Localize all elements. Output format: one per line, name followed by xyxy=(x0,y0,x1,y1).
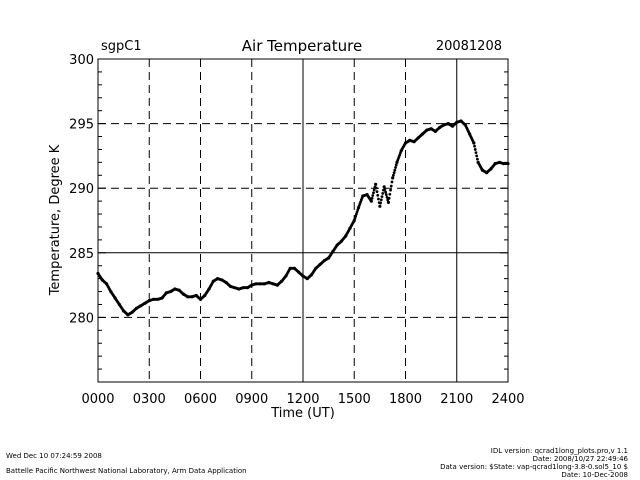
chart-date: 20081208 xyxy=(436,39,502,54)
data-point-interp xyxy=(354,212,358,216)
data-point-interp xyxy=(391,173,395,177)
y-tick-label: 295 xyxy=(69,118,94,133)
data-point-interp xyxy=(392,171,396,175)
footer-timestamp: Wed Dec 10 07:24:59 2008 xyxy=(6,452,102,460)
chart-title: Air Temperature xyxy=(242,37,362,55)
data-point-interp xyxy=(389,184,393,188)
data-point-interp xyxy=(374,186,378,190)
data-point-interp xyxy=(372,191,375,195)
footer-organization: Battelle Pacific Northwest National Labo… xyxy=(6,467,247,475)
data-point-interp xyxy=(474,151,478,155)
data-point-interp xyxy=(385,195,389,199)
data-point-interp xyxy=(384,193,388,197)
x-tick-label: 2100 xyxy=(440,392,473,407)
axis-ticks xyxy=(98,71,508,370)
x-axis-label: Time (UT) xyxy=(270,406,335,421)
x-tick-label: 0000 xyxy=(81,392,114,407)
plot-frame xyxy=(97,58,509,383)
data-point xyxy=(472,141,476,145)
data-point-interp xyxy=(355,210,359,214)
x-tick-label: 0900 xyxy=(235,392,268,407)
data-point xyxy=(382,185,386,189)
data-point-interp xyxy=(475,157,479,161)
grid-lines xyxy=(98,59,508,382)
data-point-interp xyxy=(394,163,398,167)
data-point-interp xyxy=(393,168,397,172)
footer-idl-date: Date: 2008/10/27 22:49:46 xyxy=(532,455,628,463)
x-tick-label: 1500 xyxy=(338,392,371,407)
data-point-interp xyxy=(394,166,397,169)
data-point-interp xyxy=(473,144,476,148)
data-point-interp xyxy=(354,214,358,218)
data-point-interp xyxy=(381,191,385,195)
data-point-interp xyxy=(379,198,383,202)
tick-labels: 0000 0300 0600 0900 1200 1500 1800 2100 2400 280 2… xyxy=(69,53,524,407)
data-point-interp xyxy=(387,196,391,200)
data-point xyxy=(391,176,395,180)
data-point xyxy=(374,182,378,186)
x-tick-label: 2400 xyxy=(491,392,524,407)
footer-idl-version: IDL version: qcrad1long_plots.pro,v 1.1 xyxy=(490,447,628,455)
data-point-interp xyxy=(383,188,387,191)
y-tick-label: 285 xyxy=(69,247,94,262)
data-point-interp xyxy=(353,216,357,220)
data-point-interp xyxy=(389,188,392,192)
data-point-interp xyxy=(370,196,374,200)
data-point-interp xyxy=(475,154,479,158)
data-point-interp xyxy=(372,188,376,192)
y-tick-label: 300 xyxy=(69,53,94,68)
data-point-interp xyxy=(376,193,380,197)
footer-data-version: Data version: $State: vap-qcrad1long-3.8… xyxy=(440,463,628,471)
series-air-temperature xyxy=(96,119,510,317)
site-label: sgpC1 xyxy=(101,39,142,54)
y-tick-label: 280 xyxy=(69,311,94,326)
x-tick-label: 1200 xyxy=(286,392,319,407)
x-tick-label: 0600 xyxy=(184,392,217,407)
data-point-interp xyxy=(377,197,380,201)
data-point-interp xyxy=(390,180,394,184)
data-point xyxy=(378,204,382,208)
y-axis-label: Temperature, Degree K xyxy=(48,144,63,296)
data-point-interp xyxy=(380,195,384,198)
data-point xyxy=(386,200,391,205)
data-point xyxy=(369,199,373,203)
data-point-interp xyxy=(375,190,379,194)
y-tick-label: 290 xyxy=(69,182,94,197)
data-point-interp xyxy=(388,192,392,196)
data-point-interp xyxy=(384,190,387,194)
x-tick-label: 0300 xyxy=(133,392,166,407)
footer-data-date: Date: 10-Dec-2008 xyxy=(561,471,628,479)
data-points xyxy=(96,119,510,317)
data-point-interp xyxy=(371,194,375,197)
x-tick-label: 1800 xyxy=(389,392,422,407)
data-point-interp xyxy=(473,148,477,151)
data-point-interp xyxy=(379,201,382,205)
